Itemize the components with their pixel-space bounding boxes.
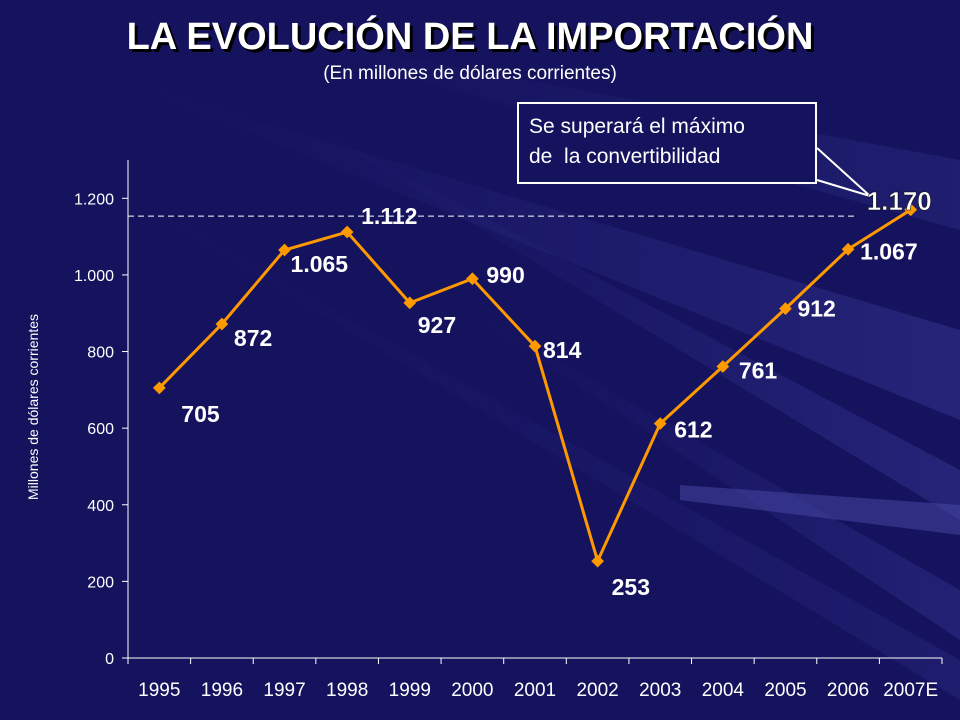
data-label: 1.170 [867, 186, 932, 216]
x-tick-label: 2003 [639, 680, 681, 701]
data-point [215, 317, 229, 331]
x-tick-label: 1999 [389, 680, 431, 701]
x-tick-label: 2006 [827, 680, 869, 701]
data-point [278, 243, 291, 257]
data-label: 253 [612, 574, 650, 600]
y-axis-label: Millones de dólares corrientes [25, 314, 41, 500]
data-label: 1.067 [860, 238, 918, 264]
series-line [158, 208, 912, 566]
y-tick-label: 1.200 [74, 191, 114, 208]
data-label: 872 [234, 325, 272, 351]
callout-line-1: Se superará el máximo [529, 115, 745, 138]
y-tick-label: 0 [105, 651, 114, 668]
y-tick-label: 200 [87, 574, 114, 591]
data-point [340, 225, 354, 239]
data-point [591, 554, 604, 568]
data-label: 814 [543, 337, 582, 363]
x-tick-label: 2002 [576, 680, 618, 701]
x-tick-label: 1995 [138, 680, 180, 701]
x-tick-label: 2004 [702, 680, 745, 701]
data-label: 927 [418, 312, 456, 338]
data-label: 1.112 [361, 203, 417, 229]
x-tick-label: 1996 [201, 680, 243, 701]
x-tick-label: 1998 [326, 680, 368, 701]
callout-line-2: de la convertibilidad [529, 145, 721, 168]
y-tick-label: 400 [87, 498, 114, 515]
x-tick-label: 2005 [764, 680, 806, 701]
data-point [152, 381, 166, 395]
data-label: 705 [181, 401, 220, 427]
data-label: 912 [797, 296, 835, 322]
x-tick-label: 2001 [514, 680, 556, 701]
y-tick-label: 1.000 [74, 268, 114, 285]
y-tick-label: 600 [87, 421, 114, 438]
y-tick-label: 800 [87, 345, 114, 362]
x-tick-label: 1997 [263, 680, 305, 701]
data-label: 612 [674, 417, 712, 443]
callout-box: Se superará el máximo de la convertibili… [517, 102, 817, 184]
data-point [466, 272, 479, 286]
x-tick-label: 2007E [883, 680, 938, 701]
data-label: 990 [486, 262, 524, 288]
data-label: 761 [739, 357, 778, 383]
data-point [403, 296, 417, 310]
x-tick-label: 2000 [451, 680, 493, 701]
data-label: 1.065 [291, 251, 349, 277]
page-title: LA EVOLUCIÓN DE LA IMPORTACIÓN [126, 16, 814, 58]
page-subtitle: (En millones de dólares corrientes) [323, 63, 617, 84]
callout-pointer [816, 147, 871, 197]
